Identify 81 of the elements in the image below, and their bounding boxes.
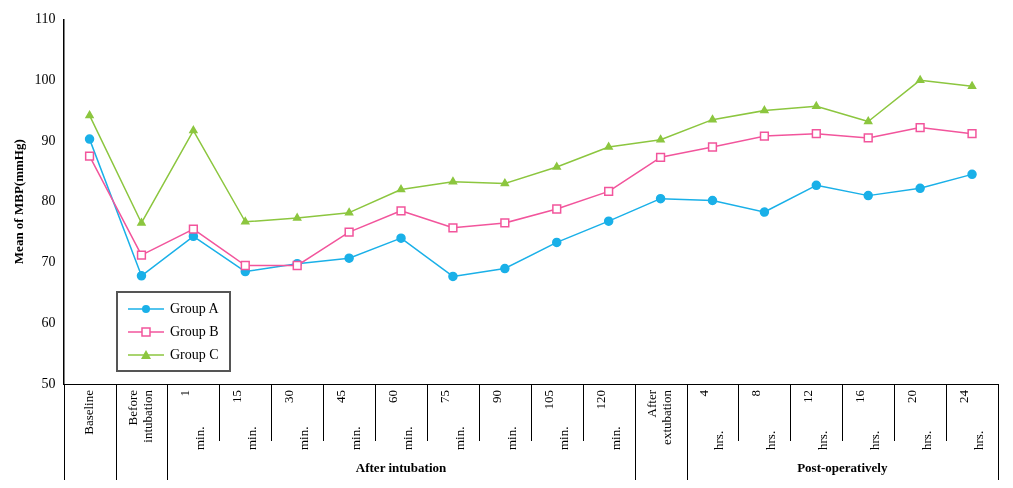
category-label: 1 min. [177,390,208,450]
category-label: 15 min. [229,390,260,450]
category-label: 4 hrs. [696,390,727,450]
point [967,81,977,89]
category-label: 45 min. [333,390,364,450]
category-label: 30 min. [281,390,312,450]
point [136,250,147,260]
category-label: 16 hrs. [852,390,883,450]
point [655,193,666,204]
point [344,253,354,263]
point [811,180,822,191]
point [500,178,510,187]
point [759,131,770,141]
category-label: 12 hrs. [800,390,831,450]
point [708,114,717,123]
category-label: 90 min. [488,390,519,450]
point [396,184,406,193]
point [241,217,250,225]
legend-label: Group A [170,300,219,317]
point [603,216,614,226]
text: After intubation [355,460,447,476]
category-label: 120 min. [592,390,623,450]
x-tick-label: Before intubation [125,389,156,443]
point [967,169,977,180]
point [396,206,406,216]
point [188,224,199,234]
point [915,183,925,194]
category-label: 105 min. [540,390,571,450]
point [448,176,458,185]
y-tick-label: 80 [41,193,56,209]
point [344,207,354,216]
category-label: 75 min. [436,390,467,450]
point [967,129,977,139]
point [707,195,718,206]
point [707,142,718,152]
x-tick-label: After extubation [644,389,675,445]
point [552,237,562,248]
point [864,116,873,125]
point [189,125,198,134]
y-tick-label: 50 [41,375,56,391]
point [863,133,873,143]
point [137,218,146,226]
point [396,233,406,243]
point [500,218,510,228]
point [344,227,354,237]
point [85,110,94,119]
point [84,134,95,144]
legend-label: Group B [170,323,219,340]
y-axis-title: Mean of MBP(mmHg) [11,139,27,265]
point [448,271,458,282]
point [915,122,925,133]
point [604,142,613,150]
y-tick-label: 70 [41,254,56,270]
category-label: 20 hrs. [904,390,935,450]
point [552,204,562,214]
point [292,213,302,221]
y-tick-label: 90 [41,132,56,148]
point [760,105,769,114]
point [240,260,250,271]
point [84,151,95,161]
category-label: 8 hrs. [748,390,779,450]
x-tick-label: Baseline [80,389,96,435]
legend-label: Group C [170,346,219,363]
text: Post-operatively [797,460,888,476]
y-tick-label: 110 [35,11,56,27]
point [552,162,561,170]
point [811,129,821,139]
point [812,101,821,110]
point [448,223,458,233]
y-tick-label: 100 [34,71,56,87]
point [656,134,665,143]
point [136,271,147,281]
point [915,75,925,83]
point [863,190,873,201]
category-label: 60 min. [384,390,415,450]
y-tick-label: 60 [41,314,56,330]
point [500,263,510,274]
category-label: 24 hrs. [955,390,986,450]
point [759,207,770,217]
point [655,152,666,162]
point [604,186,614,197]
